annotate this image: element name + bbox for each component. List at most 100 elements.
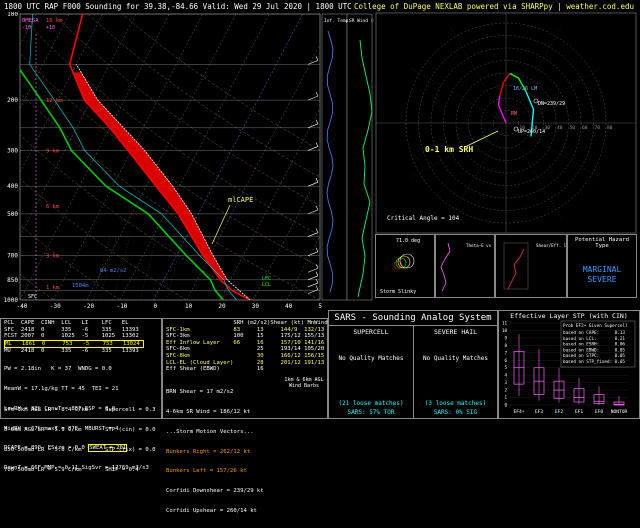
lr-700500: 700-500mb LR = 5.9 C/km — [4, 466, 82, 473]
prob-label: based on STP_fixed: — [563, 359, 612, 365]
stp-y-label: 1 — [504, 395, 507, 400]
lapse-rates: Sfc-3km AGL LR = 8.4 C/km 3-6km AGL LR =… — [4, 394, 88, 486]
isotherm — [186, 44, 320, 300]
stp-category: EF2 — [555, 409, 564, 415]
temp-tick-label: 30 — [252, 303, 260, 310]
bunkers-right: Bunkers Right = 262/12 kt — [166, 448, 251, 455]
kinematic-row: Eff Shear (EBWD) 16 — [166, 366, 352, 373]
wind-barb-flag — [315, 56, 319, 61]
shear-title: Shear/Eff. layer — [536, 243, 566, 248]
hodograph-spoke — [450, 122, 507, 219]
prob-header: Prob EF2+ Given Supercell — [563, 323, 628, 329]
hodograph-ring-label: 20 — [532, 125, 538, 131]
kinematic-row: SFC-6km 25 193/14 105/20 — [166, 346, 328, 353]
hodograph-ring-label: 50 — [570, 125, 576, 131]
composite-indices: Supercell = 0.3 STP (cin) = 0.0 STP (fix… — [105, 394, 156, 486]
stp-title: Effective Layer STP (with CIN) — [510, 312, 628, 320]
sr-wind-46: 4-6km SR Wind = 186/12 kt — [166, 408, 251, 415]
temp-tick-label: -30 — [50, 303, 61, 310]
hodograph-spoke — [505, 122, 562, 219]
temp-tick-label: 40 — [285, 303, 293, 310]
wind-barb — [307, 209, 319, 215]
wind-barb-flag — [315, 228, 319, 233]
corfidi-up: Corfidi Upshear = 260/14 kt — [166, 507, 257, 514]
critical-angle-label: Critical Angle = 104 — [387, 215, 460, 222]
isotherm — [0, 14, 3, 300]
stp-y-label: 9 — [504, 335, 507, 340]
hazard-panel: Potential Hazard Type MARGINAL SEVERE — [567, 234, 637, 298]
hodograph-spoke — [450, 27, 507, 124]
inf-temp-profile — [326, 30, 334, 293]
hodograph-chart: 10 20 30 40 50 60 70 80 DN=239/29 UP=260/14 16/26 … — [375, 12, 637, 234]
esp-value: ESP = 0.0 — [84, 405, 116, 412]
sars-sig-pct: SARS: 0% SIG — [433, 409, 478, 416]
wind-barb-flag — [315, 205, 319, 211]
height-label: 6 km — [46, 204, 60, 210]
ship-index: SHIP = 0.4 — [105, 466, 139, 473]
prob-label: based on EBWD: — [563, 347, 599, 353]
mixing-ratio-line — [139, 236, 157, 300]
pw-value: PW = 2.18in — [4, 366, 42, 373]
wind-barb-flag — [315, 285, 319, 290]
wind-barb — [307, 181, 319, 187]
stp-cin: STP (cin) = 0.0 — [105, 426, 156, 433]
temperature-profile — [68, 14, 251, 300]
prob-value: 0.05 — [615, 347, 626, 353]
meanw-value: MeanW = 17.1g/kg — [4, 385, 58, 392]
prob-table-frame — [560, 320, 636, 368]
stp-category: EF4+ — [513, 409, 524, 415]
rm-label: RM — [511, 111, 517, 117]
kinematic-row: Eff Inflow Layer 66 16 157/10 141/16 — [166, 339, 328, 346]
wind-barb — [307, 282, 319, 288]
slinky-angle: 71.0 deg — [396, 238, 420, 244]
stp-category: EF0 — [595, 409, 604, 415]
slinky-ring — [395, 257, 407, 269]
height-label: 3 km — [46, 254, 60, 260]
sars-supercell-header: SUPERCELL — [353, 328, 389, 336]
mlcape-annotation: mlCAPE — [228, 196, 253, 204]
prob-label: based on CAPE: — [563, 330, 599, 336]
wind-barb — [307, 60, 319, 65]
wind-barb — [307, 251, 319, 256]
sr-wind-label: SR Wind (kt) — [349, 18, 374, 24]
stp-category: EF1 — [575, 409, 584, 415]
sars-hail-header: SEVERE HAIL — [433, 328, 478, 336]
wind-barb-flag — [315, 91, 319, 97]
stp-y-label: 2 — [504, 388, 507, 393]
dry-adiabat — [122, 14, 320, 151]
hodograph-trace — [499, 73, 511, 97]
mixing-ratio-line — [166, 236, 184, 300]
mixing-ratio-line — [93, 236, 110, 300]
k-value: K = 37 — [51, 366, 72, 373]
dn-marker — [533, 98, 539, 104]
parcel-profile — [75, 64, 251, 300]
stp-y-label: 10 — [502, 328, 508, 333]
hodograph-trace — [525, 91, 535, 137]
kinematic-row: LCL-EL (Cloud Layer) 28 201/12 191/13 — [166, 359, 328, 366]
distance-label: 1504m — [72, 283, 89, 289]
wind-barb — [307, 146, 319, 151]
dewpoint-profile — [20, 14, 224, 300]
sars-supercell-matches: No Quality Matches — [338, 355, 404, 362]
sars-supercell-loose: (21 loose matches) — [338, 400, 404, 407]
kinematic-row: SFC-1km 83 13 144/9 132/13 — [166, 326, 328, 333]
slinky-title: Storm Slinky — [380, 289, 416, 295]
isotherm — [153, 14, 303, 300]
prob-value: 0.05 — [615, 359, 626, 365]
stp-panel: Effective Layer STP (with CIN) Prob EF2+… — [498, 310, 640, 419]
lfc-label: LFC — [262, 276, 271, 282]
hodograph-spoke — [505, 27, 562, 124]
wind-barb-flag — [315, 178, 319, 183]
wind-barb — [307, 275, 319, 281]
dn-label: DN=239/29 — [538, 101, 565, 107]
sfc-label: SFC — [28, 294, 37, 300]
tt-value: TT = 45 — [61, 385, 85, 392]
hodograph-trace — [509, 72, 527, 92]
dry-adiabat — [20, 224, 121, 300]
temp-tick-label: 10 — [185, 303, 193, 310]
wind-barb — [307, 95, 319, 101]
wind-barb — [307, 289, 319, 294]
hazard-value: MARGINAL SEVERE — [582, 265, 622, 284]
corfidi-down: Corfidi Downshear = 239/29 kt — [166, 488, 264, 495]
